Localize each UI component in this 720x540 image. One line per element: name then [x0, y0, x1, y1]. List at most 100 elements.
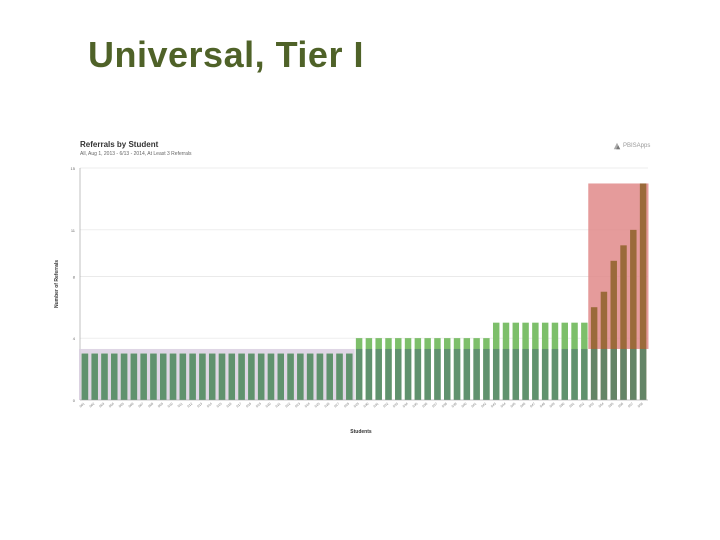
bar-base-overlay: [375, 348, 382, 400]
bar-base-overlay: [571, 348, 578, 400]
bar-base-overlay: [267, 353, 275, 400]
x-tick-label: S38: [441, 402, 448, 409]
x-tick-label: S35: [412, 402, 419, 409]
bar-base-overlay: [130, 353, 138, 400]
x-tick-label: S12: [186, 402, 193, 409]
x-tick-label: S16: [226, 402, 233, 409]
x-tick-label: S49: [549, 402, 556, 409]
x-tick-label: S36: [421, 402, 428, 409]
bar-base-overlay: [101, 353, 108, 400]
chart-panel: Referrals by Student All, Aug 1, 2013 - …: [50, 130, 665, 440]
bar-base-overlay: [257, 353, 265, 400]
bar-base-overlay: [502, 348, 510, 400]
bar-base-overlay: [404, 348, 412, 400]
x-tick-label: S04: [108, 402, 115, 409]
x-tick-label: S56: [617, 402, 624, 409]
bar-base-overlay: [81, 353, 89, 400]
bar-base-overlay: [414, 348, 422, 400]
bar: [620, 245, 627, 400]
x-tick-label: S27: [333, 402, 340, 409]
x-tick-label: S48: [539, 402, 546, 409]
bar-base-overlay: [630, 348, 637, 400]
bar-base-overlay: [120, 353, 128, 400]
x-tick-label: S23: [294, 402, 301, 409]
bar-base-overlay: [91, 353, 98, 400]
x-tick-label: S19: [255, 402, 262, 409]
x-tick-label: S09: [157, 402, 164, 409]
x-tick-label: S06: [128, 402, 135, 409]
bar-base-overlay: [326, 353, 333, 400]
bar-base-overlay: [532, 348, 539, 400]
bar-base-overlay: [492, 348, 500, 400]
bar-base-overlay: [160, 353, 167, 400]
bar-base-overlay: [590, 348, 598, 400]
bar-base-overlay: [111, 353, 118, 400]
x-tick-label: S37: [431, 402, 438, 409]
x-tick-label: S01: [79, 402, 86, 409]
bar-base-overlay: [483, 348, 490, 400]
bar-base-overlay: [150, 353, 157, 400]
slide-title: Universal, Tier I: [88, 34, 364, 75]
bar-base-overlay: [522, 348, 529, 400]
x-tick-label: S41: [470, 402, 477, 409]
x-tick-label: S44: [500, 402, 507, 409]
bar-base-overlay: [581, 348, 588, 400]
x-tick-label: S55: [607, 402, 614, 409]
pbis-logo-icon: [613, 142, 621, 150]
x-axis-label: Students: [350, 429, 372, 435]
bar-base-overlay: [473, 348, 480, 400]
bar-base-overlay: [424, 348, 431, 400]
y-tick-label: 8: [73, 274, 76, 279]
x-tick-label: S08: [147, 402, 154, 409]
bar-base-overlay: [199, 353, 206, 400]
bar-base-overlay: [140, 353, 147, 400]
x-tick-label: S53: [588, 402, 595, 409]
x-tick-label: S42: [480, 402, 487, 409]
bar-base-overlay: [610, 348, 617, 400]
brand-name: PBISApps: [623, 143, 651, 149]
x-tick-label: S34: [402, 402, 409, 409]
x-tick-label: S51: [568, 402, 575, 409]
chart-title: Referrals by Student: [80, 140, 159, 149]
bar-base-overlay: [189, 353, 196, 400]
x-tick-label: S40: [461, 402, 468, 409]
y-tick-label: 11: [71, 228, 76, 233]
x-tick-label: S52: [578, 402, 585, 409]
bar-base-overlay: [248, 353, 255, 400]
y-tick-label: 4: [73, 336, 76, 341]
x-tick-label: S30: [363, 402, 370, 409]
x-tick-label: S05: [118, 402, 125, 409]
bar-base-overlay: [600, 348, 608, 400]
bar-base-overlay: [385, 348, 392, 400]
x-tick-label: S47: [529, 402, 536, 409]
x-tick-label: S10: [167, 402, 174, 409]
bar-base-overlay: [453, 348, 461, 400]
x-tick-label: S32: [382, 402, 389, 409]
bar: [639, 183, 647, 400]
x-tick-label: S28: [343, 402, 350, 409]
bar-base-overlay: [228, 353, 236, 400]
bar-base-overlay: [639, 348, 647, 400]
y-axis-label: Number of Referrals: [54, 260, 60, 308]
x-tick-label: S21: [274, 402, 281, 409]
bar-base-overlay: [541, 348, 549, 400]
bar-base-overlay: [620, 348, 627, 400]
x-tick-label: S25: [314, 402, 321, 409]
bar-base-overlay: [297, 353, 304, 400]
x-tick-label: S54: [598, 402, 605, 409]
x-tick-label: S43: [490, 402, 497, 409]
bar-base-overlay: [365, 348, 373, 400]
bar-base-overlay: [434, 348, 441, 400]
bar-base-overlay: [277, 353, 284, 400]
x-tick-label: S24: [304, 402, 311, 409]
bar-base-overlay: [463, 348, 471, 400]
bar-base-overlay: [551, 348, 559, 400]
x-tick-label: S31: [372, 402, 379, 409]
x-tick-label: S39: [451, 402, 458, 409]
x-tick-label: S02: [88, 402, 95, 409]
x-tick-label: S07: [137, 402, 144, 409]
x-tick-label: S11: [177, 402, 184, 409]
x-tick-label: S46: [519, 402, 526, 409]
x-tick-label: S57: [627, 402, 634, 409]
bar-base-overlay: [512, 348, 520, 400]
